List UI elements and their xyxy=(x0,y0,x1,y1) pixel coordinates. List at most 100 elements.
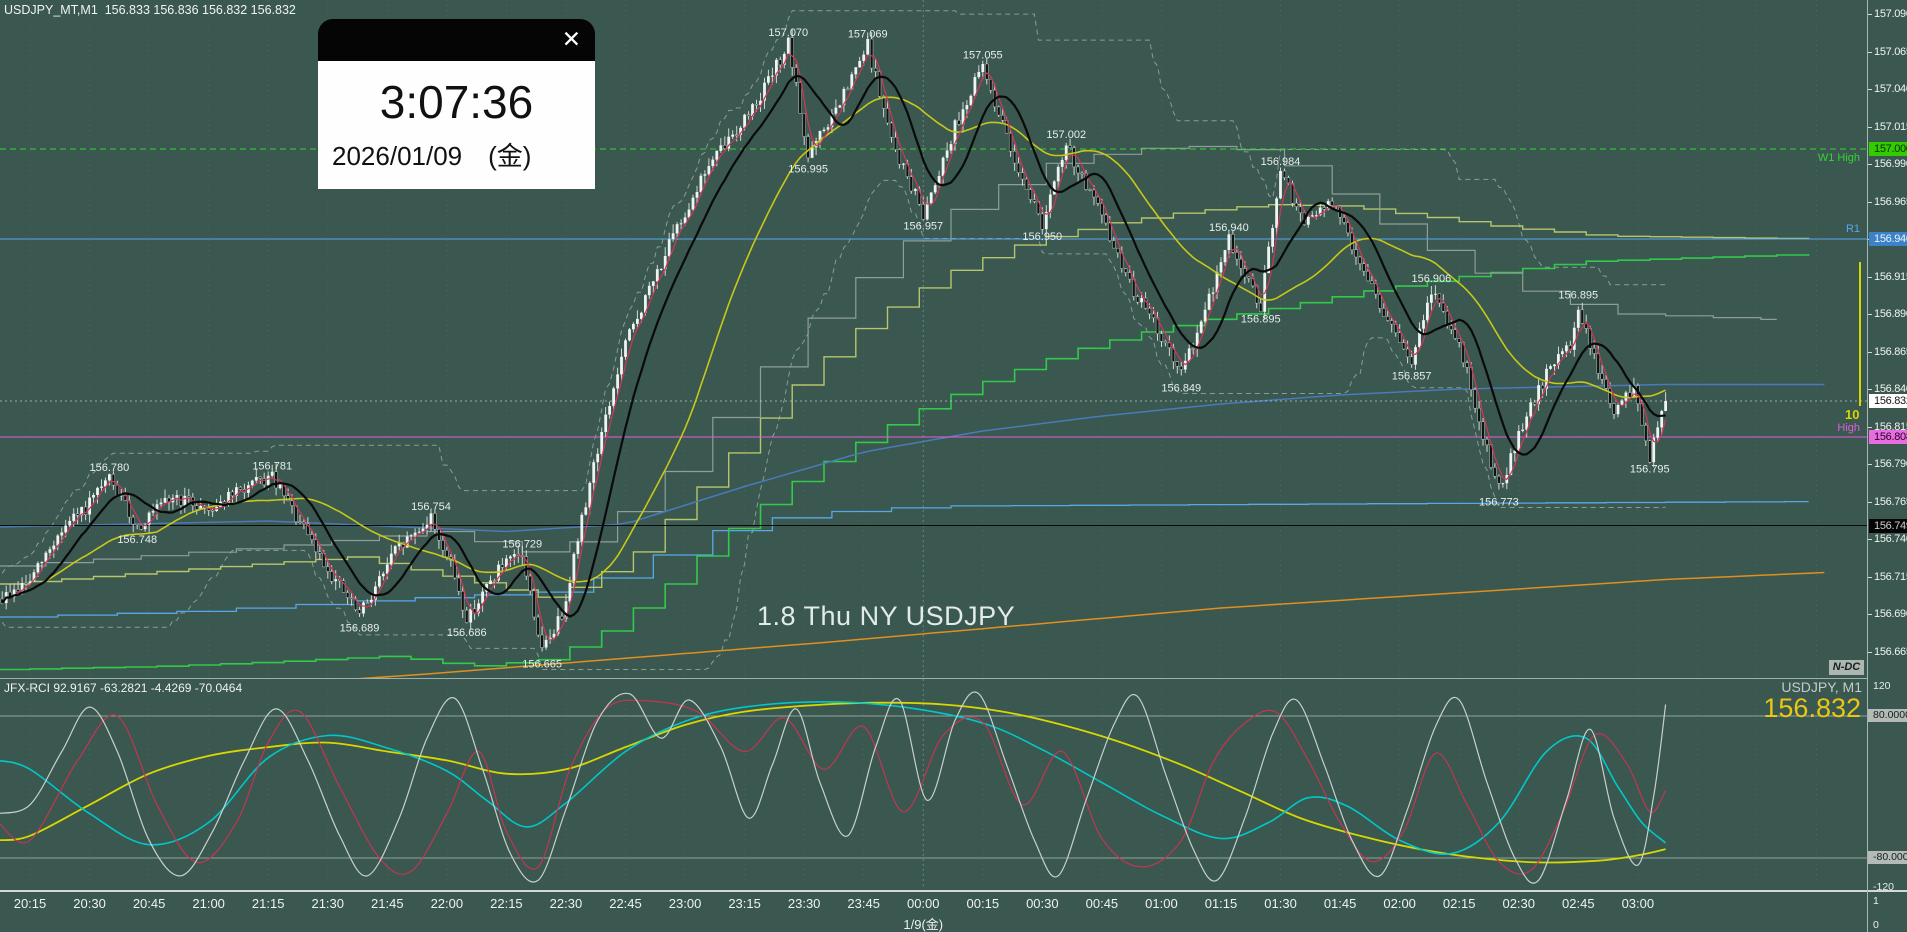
time-label: 00:15 xyxy=(966,896,1000,911)
indicator-axis-label: 120 xyxy=(1873,680,1891,692)
price-label-156.832: 156.832 xyxy=(1869,394,1907,408)
time-label: 23:00 xyxy=(668,896,702,911)
time-axis[interactable]: 20:15 20:30 20:45 21:00 21:15 21:30 21:45 22:00… xyxy=(0,892,1907,932)
time-label: 00:00 xyxy=(906,896,940,911)
svg-text:156.906: 156.906 xyxy=(1412,273,1452,285)
svg-text:R1: R1 xyxy=(1846,223,1860,235)
svg-text:156.984: 156.984 xyxy=(1261,156,1301,168)
svg-text:156.729: 156.729 xyxy=(502,539,542,551)
svg-text:156.665: 156.665 xyxy=(522,659,562,671)
svg-text:156.780: 156.780 xyxy=(90,462,130,474)
price-tick: 157.090 xyxy=(1868,7,1907,21)
time-label: 03:00 xyxy=(1621,896,1655,911)
time-label: 22:45 xyxy=(609,896,642,911)
price-tick: 156.790 xyxy=(1868,457,1907,471)
svg-text:156.895: 156.895 xyxy=(1558,290,1598,302)
svg-text:156.895: 156.895 xyxy=(1241,314,1281,326)
svg-text:High: High xyxy=(1837,422,1860,434)
clock-date: 2026/01/09 (金) xyxy=(332,141,532,171)
svg-text:156.781: 156.781 xyxy=(252,461,292,473)
indicator-axis-label: 1 xyxy=(1873,895,1879,907)
main-chart-canvas[interactable]: W1 High R1 High 156.780 156.748 156.781 156.68… xyxy=(0,0,1867,678)
svg-text:157.055: 157.055 xyxy=(963,50,1003,62)
svg-text:156.957: 156.957 xyxy=(903,221,943,233)
time-label: 02:45 xyxy=(1562,896,1595,911)
pip-ruler-label: 10 xyxy=(1845,407,1860,422)
svg-text:W1 High: W1 High xyxy=(1818,152,1860,164)
svg-text:156.995: 156.995 xyxy=(788,164,828,176)
session-watermark: 1.8 Thu NY USDJPY xyxy=(757,601,1016,631)
clock-body: 3:07:36 2026/01/09 (金) xyxy=(318,61,595,189)
indicator-axis-label: -120 xyxy=(1873,881,1895,893)
time-label: 02:30 xyxy=(1502,896,1536,911)
svg-text:156.754: 156.754 xyxy=(411,501,451,513)
svg-text:156.748: 156.748 xyxy=(117,534,157,546)
clock-header[interactable]: ✕ xyxy=(318,19,595,61)
indicator-price-value: 156.832 xyxy=(1763,693,1861,723)
price-tick: 156.715 xyxy=(1868,570,1907,584)
price-label-156.808: 156.808 xyxy=(1869,430,1907,444)
date-label: 1/9(金) xyxy=(903,917,944,932)
price-tick: 156.740 xyxy=(1868,532,1907,546)
price-tick: 156.865 xyxy=(1868,345,1907,359)
price-tick: 156.915 xyxy=(1868,270,1907,284)
price-tick: 157.065 xyxy=(1868,45,1907,59)
price-label-156.940: 156.940 xyxy=(1869,232,1907,246)
time-label: 01:30 xyxy=(1264,896,1297,911)
price-tick: 156.840 xyxy=(1868,382,1907,396)
svg-text:156.950: 156.950 xyxy=(1022,231,1062,243)
time-label: 22:15 xyxy=(490,896,523,911)
price-label-157.000: 157.000 xyxy=(1869,142,1907,156)
svg-text:156.849: 156.849 xyxy=(1161,383,1201,395)
price-tick: 157.040 xyxy=(1868,82,1907,96)
svg-text:156.857: 156.857 xyxy=(1392,371,1432,383)
time-label: 02:15 xyxy=(1442,896,1476,911)
time-label: 23:30 xyxy=(787,896,821,911)
ndc-badge: N-DC xyxy=(1829,660,1864,675)
ohlc-readout: USDJPY_MT,M1 156.833 156.836 156.832 156… xyxy=(4,3,296,17)
time-label: 20:30 xyxy=(73,896,106,911)
svg-text:157.069: 157.069 xyxy=(848,29,888,41)
svg-text:156.940: 156.940 xyxy=(1209,222,1249,234)
time-axis-divider xyxy=(0,890,1907,892)
close-icon[interactable]: ✕ xyxy=(561,26,581,52)
time-label: 01:15 xyxy=(1204,896,1238,911)
price-label-156.749: 156.749 xyxy=(1869,518,1907,533)
svg-text:156.773: 156.773 xyxy=(1479,497,1519,509)
clock-time: 3:07:36 xyxy=(379,76,534,128)
indicator-axis-label: 0 xyxy=(1873,919,1879,931)
price-tick: 156.765 xyxy=(1868,495,1907,509)
svg-text:157.002: 157.002 xyxy=(1046,129,1086,141)
price-axis[interactable]: 157.090 157.065 157.040 157.015 156.990 156.9… xyxy=(1867,0,1907,932)
svg-text:156.686: 156.686 xyxy=(447,627,487,639)
rci-indicator-title: JFX-RCI 92.9167 -63.2821 -4.4269 -70.046… xyxy=(4,681,243,695)
price-tick: 156.665 xyxy=(1868,645,1907,659)
svg-text:156.795: 156.795 xyxy=(1630,464,1670,476)
price-tick: 157.015 xyxy=(1868,120,1907,134)
price-tick: 156.990 xyxy=(1868,157,1907,171)
price-tick: 156.890 xyxy=(1868,307,1907,321)
time-label: 20:15 xyxy=(13,896,47,911)
price-tick: 156.690 xyxy=(1868,607,1907,621)
time-label: 23:45 xyxy=(847,896,880,911)
price-tick: 156.815 xyxy=(1868,420,1907,434)
rci-indicator-canvas[interactable] xyxy=(0,679,1867,889)
time-label: 21:30 xyxy=(311,896,345,911)
time-label: 00:30 xyxy=(1026,896,1059,911)
pip-ruler-line xyxy=(1859,262,1861,406)
time-label: 23:15 xyxy=(728,896,761,911)
clock-widget[interactable]: ✕ 3:07:36 2026/01/09 (金) xyxy=(318,19,595,189)
price-tick: 156.965 xyxy=(1868,195,1907,209)
time-label: 21:00 xyxy=(192,896,225,911)
svg-text:157.070: 157.070 xyxy=(768,27,808,39)
time-label: 20:45 xyxy=(132,896,166,911)
time-label: 21:15 xyxy=(251,896,285,911)
time-label: 02:00 xyxy=(1383,896,1416,911)
panel-divider[interactable] xyxy=(0,678,1867,679)
time-label: 21:45 xyxy=(371,896,404,911)
time-label: 01:00 xyxy=(1145,896,1178,911)
time-label: 00:45 xyxy=(1085,896,1119,911)
